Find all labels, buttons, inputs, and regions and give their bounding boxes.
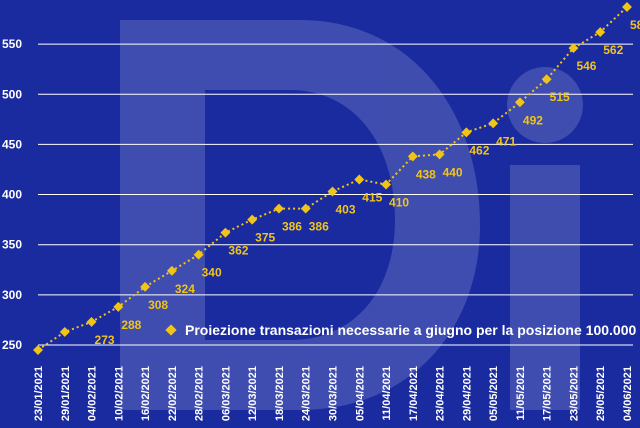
data-point [407,151,418,162]
data-label: 546 [576,59,596,73]
y-tick-label: 300 [2,288,22,302]
data-label: 375 [255,231,275,245]
x-tick-label: 17/04/2021 [408,366,420,421]
data-label: 515 [550,90,570,104]
data-point [247,214,258,225]
x-tick-label: 17/05/2021 [542,366,554,421]
y-axis-ticks: 250 300 350 400 450 500 550 [2,37,22,352]
watermark-logo [120,20,583,410]
x-tick-label: 04/06/2021 [622,366,634,421]
data-point [166,265,177,276]
data-point [193,249,204,260]
data-point [514,97,525,108]
data-point [381,179,391,190]
data-point [220,227,231,238]
x-tick-label: 28/02/2021 [194,366,206,421]
x-tick-label: 23/01/2021 [33,366,45,421]
x-tick-label: 16/02/2021 [140,366,152,421]
y-tick-label: 500 [2,87,22,101]
data-label: 386 [309,220,329,234]
x-tick-label: 18/03/2021 [274,366,286,421]
data-point [541,74,552,85]
x-tick-label: 11/04/2021 [381,366,393,420]
x-tick-label: 29/05/2021 [595,366,607,421]
series-line [37,6,628,351]
x-axis-ticks: 23/01/2021 29/01/2021 04/02/2021 10/02/2021… [33,366,634,421]
data-point [595,27,606,38]
data-label: 403 [336,203,356,217]
data-point [568,43,579,54]
data-point [434,149,445,160]
gridlines [38,43,633,346]
x-tick-label: 05/05/2021 [488,366,500,421]
data-point [327,186,338,197]
data-point [461,127,472,138]
data-label: 471 [496,134,516,148]
legend-label: Proiezione transazioni necessarie a giug… [185,322,636,338]
x-tick-label: 06/03/2021 [220,366,232,421]
x-tick-label: 23/04/2021 [435,366,447,421]
data-label: 415 [362,191,382,205]
data-label: 440 [443,165,463,179]
data-label: 386 [282,220,302,234]
x-tick-label: 29/04/2021 [461,366,473,421]
legend: Proiezione transazioni necessarie a giug… [165,322,636,338]
x-tick-label: 11/05/2021 [515,366,527,420]
x-tick-label: 30/03/2021 [328,366,340,421]
x-tick-label: 05/04/2021 [354,366,366,421]
x-tick-label: 22/02/2021 [167,366,179,421]
data-label: 308 [148,298,168,312]
x-tick-label: 24/03/2021 [301,366,313,421]
x-tick-label: 04/02/2021 [87,366,99,421]
data-labels: 273 288 308 324 340 362 375 386 386 403 415 410 438 4… [95,18,640,347]
x-tick-label: 23/05/2021 [568,366,580,421]
data-point [354,174,365,185]
data-label: 462 [469,143,489,157]
data-label: 340 [202,266,222,280]
y-tick-label: 350 [2,238,22,252]
data-label: 288 [121,318,141,332]
data-point [622,2,632,12]
legend-marker [165,324,177,336]
data-label: 273 [95,333,115,347]
x-tick-label: 12/03/2021 [247,366,259,421]
y-tick-label: 450 [2,137,22,151]
y-tick-label: 400 [2,188,22,202]
data-label: 324 [175,282,195,296]
data-label: 562 [603,43,623,57]
data-point [300,203,311,214]
data-point [274,203,284,214]
x-tick-label: 29/01/2021 [60,366,72,421]
data-label: 587 [630,18,640,32]
x-tick-label: 10/02/2021 [113,366,125,421]
data-label: 492 [523,113,543,127]
data-label: 438 [416,167,436,181]
data-point [140,281,151,292]
y-tick-label: 550 [2,37,22,51]
data-label: 362 [228,244,248,258]
data-label: 410 [389,196,409,210]
y-tick-label: 250 [2,338,22,352]
